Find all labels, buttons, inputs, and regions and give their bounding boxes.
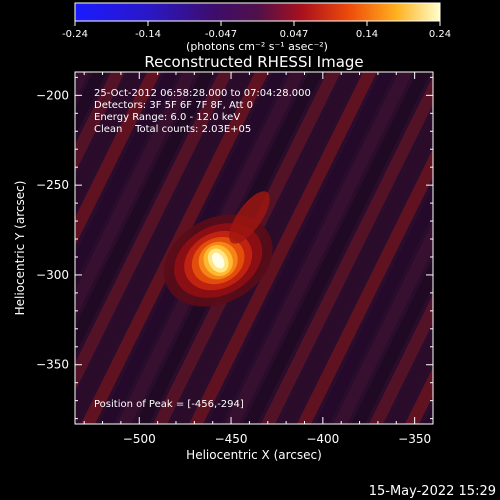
image-streak bbox=[387, 330, 433, 424]
image-streak bbox=[75, 72, 215, 356]
y-tick-label: −300 bbox=[36, 268, 69, 282]
image-streak bbox=[75, 72, 89, 101]
peak-position-label: Position of Peak = [-456,-294] bbox=[94, 399, 244, 410]
colorbar-tick-label: 0.047 bbox=[280, 29, 309, 40]
annotation-line: Clean Total counts: 2.03E+05 bbox=[94, 124, 251, 135]
image-streak bbox=[333, 221, 433, 424]
image-streaks bbox=[75, 72, 433, 424]
colorbar bbox=[74, 2, 441, 22]
image-streak bbox=[189, 72, 377, 424]
image-streak bbox=[75, 72, 107, 137]
image-streak bbox=[75, 72, 125, 174]
source-lobe bbox=[229, 191, 270, 244]
annotation-line: Energy Range: 6.0 - 12.0 keV bbox=[94, 112, 240, 123]
annotation-line: Detectors: 3F 5F 6F 7F 8F, Att 0 bbox=[94, 100, 253, 111]
source-contour bbox=[211, 252, 225, 269]
y-tick-label: −250 bbox=[36, 178, 69, 192]
colorbar-tick-label: -0.047 bbox=[205, 29, 237, 40]
image-streak bbox=[75, 72, 161, 246]
colorbar-tick-label: 0.24 bbox=[429, 29, 451, 40]
colorbar-unit-label: (photons cm⁻² s⁻¹ asec⁻²) bbox=[186, 40, 328, 53]
colorbar-ticks: -0.24 -0.14 -0.047 0.047 0.14 0.24 bbox=[62, 21, 451, 40]
image-streak bbox=[75, 72, 179, 283]
image-streak bbox=[351, 258, 433, 424]
image-streak bbox=[261, 76, 433, 424]
chart-title: Reconstructed RHESSI Image bbox=[144, 53, 363, 71]
image-streak bbox=[423, 403, 433, 424]
image-streak bbox=[243, 72, 431, 424]
image-streak bbox=[75, 72, 233, 392]
y-axis-label: Heliocentric Y (arcsec) bbox=[13, 181, 27, 316]
flare-source bbox=[163, 191, 273, 307]
image-streak bbox=[297, 148, 433, 424]
colorbar-tick-label: -0.24 bbox=[62, 29, 88, 40]
image-streak bbox=[207, 72, 395, 424]
image-streak bbox=[279, 112, 433, 424]
image-streak bbox=[75, 72, 251, 424]
y-tick-label: −350 bbox=[36, 358, 69, 372]
image-streak bbox=[75, 72, 143, 210]
x-tick-label: −450 bbox=[215, 432, 248, 446]
image-streak bbox=[315, 185, 433, 424]
colorbar-tick-label: -0.14 bbox=[135, 29, 161, 40]
x-axis-label: Heliocentric X (arcsec) bbox=[186, 448, 322, 462]
image-streak bbox=[75, 72, 197, 319]
annotation-line: 25-Oct-2012 06:58:28.000 to 07:04:28.000 bbox=[94, 88, 311, 99]
annotation-block: 25-Oct-2012 06:58:28.000 to 07:04:28.000… bbox=[94, 88, 311, 135]
plot-frame bbox=[74, 71, 434, 425]
colorbar-tick-label: 0.14 bbox=[356, 29, 378, 40]
x-tick-label: −400 bbox=[306, 432, 339, 446]
image-streak bbox=[405, 367, 433, 424]
image-streak bbox=[369, 294, 433, 424]
heatmap-image bbox=[75, 72, 433, 424]
axis-ticks: −500 −450 −400 −350 −200 −250 −300 −350 bbox=[36, 72, 434, 446]
x-tick-label: −500 bbox=[123, 432, 156, 446]
y-tick-label: −200 bbox=[36, 88, 69, 102]
footer-timestamp: 15-May-2022 15:29 bbox=[369, 484, 496, 499]
image-streak bbox=[225, 72, 413, 424]
x-tick-label: −350 bbox=[398, 432, 431, 446]
